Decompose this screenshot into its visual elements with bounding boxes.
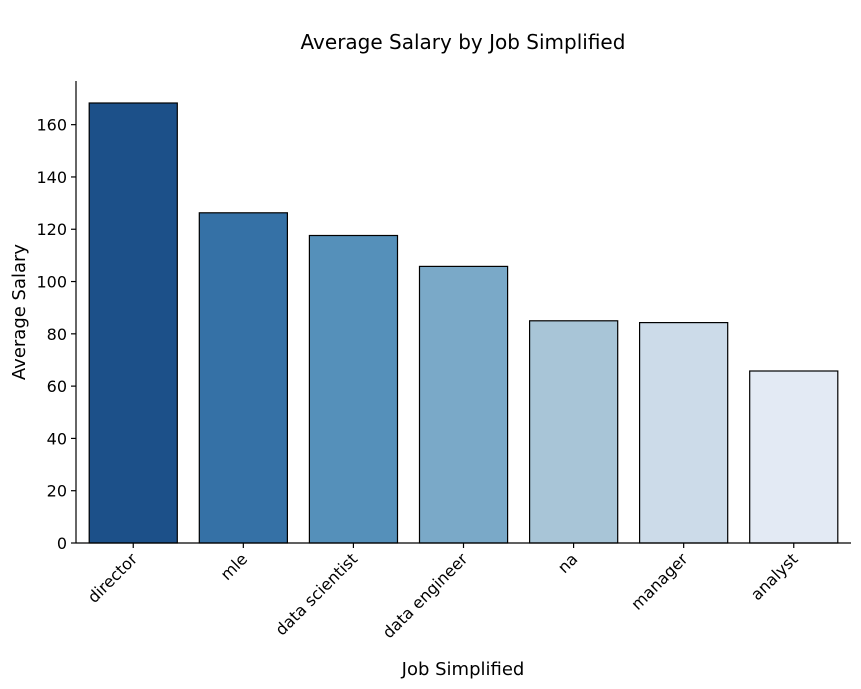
bar-na [528,320,619,544]
y-tick-label: 0 [57,534,67,553]
x-tick-label: na [554,549,582,577]
x-axis-label: Job Simplified [401,659,525,680]
bar-manager [638,322,729,544]
x-axis-ticks: director mle data scientist data engineer na… [84,543,802,642]
y-tick-label: 140 [36,168,67,187]
x-tick-label: manager [627,549,692,614]
y-axis-label: Average Salary [9,244,30,381]
bar-data-engineer [418,265,509,544]
bar-analyst [749,370,839,544]
y-tick-label: 160 [36,116,67,135]
y-tick-label: 120 [36,220,67,239]
y-tick-label: 80 [47,325,67,344]
x-tick-label: data scientist [271,549,361,639]
y-tick-label: 60 [47,377,67,396]
x-tick-label: analyst [747,549,802,604]
y-axis-ticks: 0 20 40 60 80 100 120 140 160 [36,116,76,553]
x-tick-label: mle [217,549,252,584]
x-tick-label: director [84,549,142,607]
bar-data-scientist [308,234,399,544]
x-tick-label: data engineer [379,549,472,642]
chart-title: Average Salary by Job Simplified [301,30,626,54]
y-tick-label: 40 [47,429,67,448]
y-tick-label: 20 [47,482,67,501]
y-tick-label: 100 [36,273,67,292]
bar-director [88,102,178,544]
bar-mle [198,212,289,544]
bars-layer [88,102,839,544]
